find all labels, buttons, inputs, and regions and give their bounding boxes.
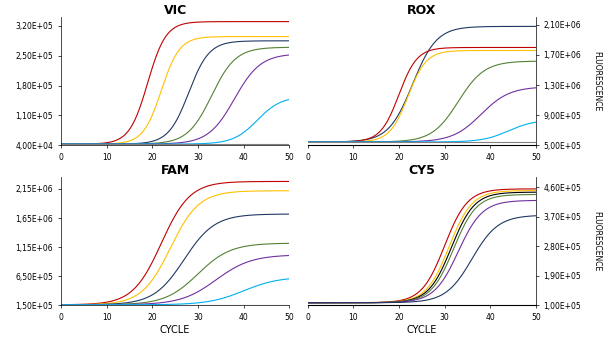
X-axis label: CYCLE: CYCLE <box>160 325 190 335</box>
Title: FAM: FAM <box>161 164 189 177</box>
Y-axis label: FLUORESCENCE: FLUORESCENCE <box>593 51 602 111</box>
Title: VIC: VIC <box>163 5 187 17</box>
Title: ROX: ROX <box>407 5 437 17</box>
Y-axis label: FLUORESCENCE: FLUORESCENCE <box>593 211 602 271</box>
X-axis label: CYCLE: CYCLE <box>407 325 437 335</box>
Title: CY5: CY5 <box>408 164 435 177</box>
